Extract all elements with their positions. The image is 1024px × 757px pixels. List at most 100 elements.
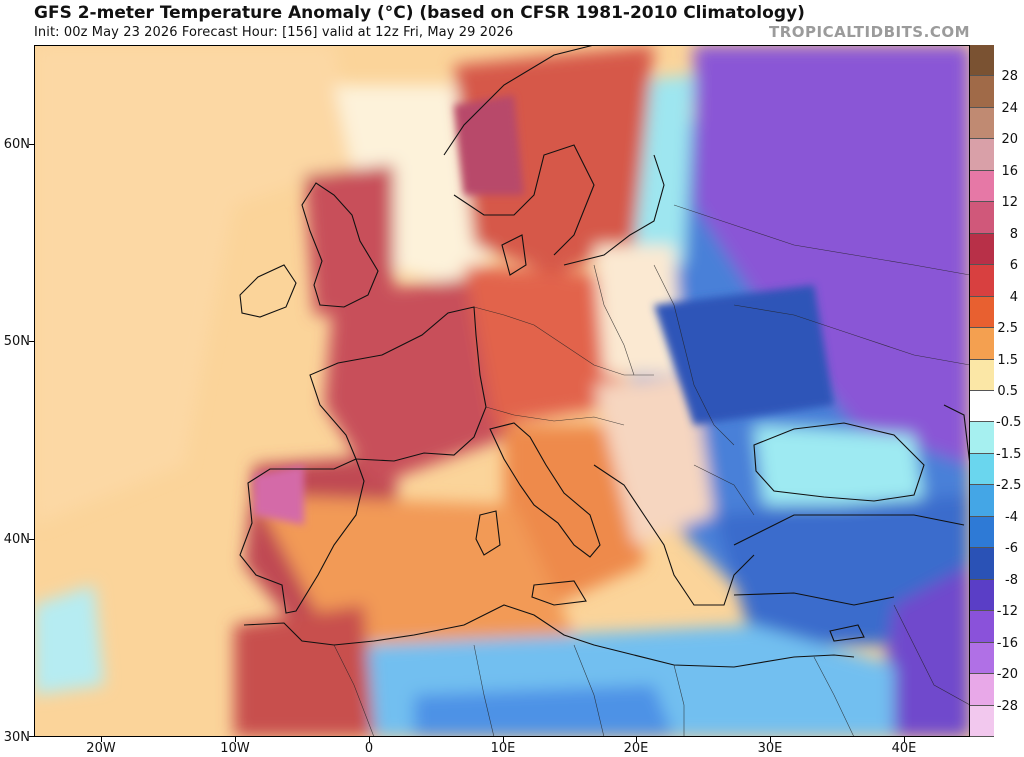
coast-italy bbox=[489, 422, 601, 558]
colorbar-swatch bbox=[970, 265, 994, 297]
lon-tick-mark bbox=[369, 737, 370, 742]
anomaly-southwest-iberia-pink bbox=[254, 465, 304, 525]
lon-tick-mark bbox=[904, 737, 905, 742]
anomaly-france-warm bbox=[324, 275, 514, 485]
colorbar-swatch bbox=[970, 579, 994, 612]
lon-tick-mark bbox=[770, 737, 771, 742]
colorbar-swatch bbox=[970, 233, 994, 266]
coastlines bbox=[239, 45, 970, 668]
lat-tick-mark bbox=[29, 539, 34, 540]
lon-tick-label: 10W bbox=[220, 741, 250, 756]
colorbar-swatch bbox=[970, 170, 994, 203]
lat-tick-mark bbox=[29, 144, 34, 145]
coast-cyprus bbox=[829, 624, 865, 642]
lat-tick-mark bbox=[29, 736, 34, 737]
colorbar-swatch bbox=[970, 453, 994, 486]
coast-turkey bbox=[733, 514, 965, 606]
colorbar-label: 6 bbox=[1009, 258, 1018, 274]
country-borders bbox=[333, 204, 970, 737]
colorbar-label: -1.5 bbox=[996, 446, 1022, 462]
anomaly-germany-warm bbox=[464, 265, 624, 425]
anomaly-map bbox=[34, 45, 970, 737]
coast-iberia bbox=[239, 458, 365, 614]
colorbar-label: -4 bbox=[1005, 509, 1018, 525]
colorbar-swatch bbox=[970, 107, 994, 140]
forecast-info: Init: 00z May 23 2026 Forecast Hour: [15… bbox=[34, 25, 514, 40]
lon-tick-label: 30E bbox=[757, 741, 783, 756]
colorbar-swatch bbox=[970, 422, 994, 454]
colorbar-label: 2.5 bbox=[997, 321, 1018, 337]
lat-tick-mark bbox=[29, 341, 34, 342]
anomaly-uk-warm bbox=[304, 165, 394, 315]
lon-tick-label: 0 bbox=[364, 741, 374, 756]
colorbar-swatch bbox=[970, 516, 994, 549]
colorbar-label: -16 bbox=[996, 635, 1018, 651]
anomaly-med-orange bbox=[254, 495, 574, 645]
coast-caspian bbox=[943, 404, 970, 466]
colorbar-swatch bbox=[970, 485, 994, 517]
colorbar-swatch bbox=[970, 642, 994, 675]
anomaly-morocco-warm bbox=[234, 605, 374, 737]
colorbar-swatch bbox=[970, 328, 994, 360]
lon-tick-mark bbox=[235, 737, 236, 742]
coast-denmark bbox=[501, 234, 527, 276]
lon-tick-mark bbox=[503, 737, 504, 742]
coast-north-africa bbox=[243, 604, 855, 668]
map-title: GFS 2-meter Temperature Anomaly (°C) (ba… bbox=[34, 3, 805, 23]
lat-tick-label: 30N bbox=[3, 730, 30, 745]
colorbar-label: 24 bbox=[1001, 100, 1018, 116]
colorbar-label: 8 bbox=[1009, 226, 1018, 242]
anomaly-middle-east-purple bbox=[874, 565, 970, 737]
coast-black-sea bbox=[753, 422, 925, 502]
anomaly-balkans-neutral bbox=[594, 375, 714, 545]
colorbar-label: -6 bbox=[1005, 541, 1018, 557]
coast-ireland bbox=[239, 264, 297, 318]
colorbar-label: 28 bbox=[1001, 69, 1018, 85]
anomaly-ukraine-deepblue bbox=[654, 285, 834, 425]
lat-tick-label: 40N bbox=[3, 532, 30, 547]
colorbar-swatch bbox=[970, 674, 994, 706]
lon-tick-mark bbox=[101, 737, 102, 742]
coast-great-britain bbox=[301, 182, 379, 308]
anomaly-atlantic bbox=[34, 45, 354, 525]
colorbar-swatch bbox=[970, 296, 994, 329]
anomaly-south-norway-magenta bbox=[454, 95, 524, 195]
colorbar-label: 20 bbox=[1001, 132, 1018, 148]
colorbar-label: 1.5 bbox=[997, 352, 1018, 368]
colorbar-swatch bbox=[970, 548, 994, 580]
colorbar-swatch bbox=[970, 202, 994, 234]
colorbar-label: -12 bbox=[996, 604, 1018, 620]
anomaly-sahara-blue bbox=[414, 685, 674, 737]
anomaly-west-atlantic-blue bbox=[34, 585, 104, 695]
lon-tick-label: 40E bbox=[891, 741, 917, 756]
lon-tick-mark bbox=[636, 737, 637, 742]
colorbar-legend: 28 24 20 16 12 8 6 4 2.5 1.5 0.5 -0.5 -1.5 -2.5 -4 -6 -8… bbox=[970, 45, 1022, 737]
anomaly-poland-neutral bbox=[594, 245, 684, 375]
colorbar-swatch bbox=[970, 611, 994, 643]
coast-sicily bbox=[531, 580, 587, 606]
colorbar-swatch bbox=[970, 45, 994, 77]
colorbar-swatch bbox=[970, 359, 994, 391]
colorbar-label: 12 bbox=[1001, 195, 1018, 211]
colorbar-label: -20 bbox=[996, 667, 1018, 683]
anomaly-russia-purple bbox=[694, 45, 970, 465]
colorbar-label: -28 bbox=[996, 698, 1018, 714]
coast-sardinia bbox=[475, 510, 501, 556]
colorbar-swatch bbox=[970, 76, 994, 108]
colorbar-label: 0.5 bbox=[997, 384, 1018, 399]
colorbar-label: 4 bbox=[1009, 289, 1018, 305]
lon-tick-label: 20W bbox=[86, 741, 116, 756]
lat-tick-label: 50N bbox=[3, 334, 30, 349]
lon-tick-label: 10E bbox=[490, 741, 516, 756]
coast-adriatic-greece bbox=[593, 464, 755, 606]
coast-scandinavia bbox=[443, 45, 595, 256]
anomaly-black-sea-cyan bbox=[754, 425, 924, 505]
brand-watermark: TROPICALTIDBITS.COM bbox=[769, 23, 970, 41]
colorbar-label: -0.5 bbox=[996, 415, 1022, 431]
colorbar-swatch bbox=[970, 391, 994, 423]
colorbar-label: 16 bbox=[1001, 163, 1018, 179]
colorbar-swatch bbox=[970, 705, 994, 737]
lat-tick-label: 60N bbox=[3, 137, 30, 152]
coast-baltic bbox=[563, 154, 665, 266]
colorbar-swatch bbox=[970, 139, 994, 171]
